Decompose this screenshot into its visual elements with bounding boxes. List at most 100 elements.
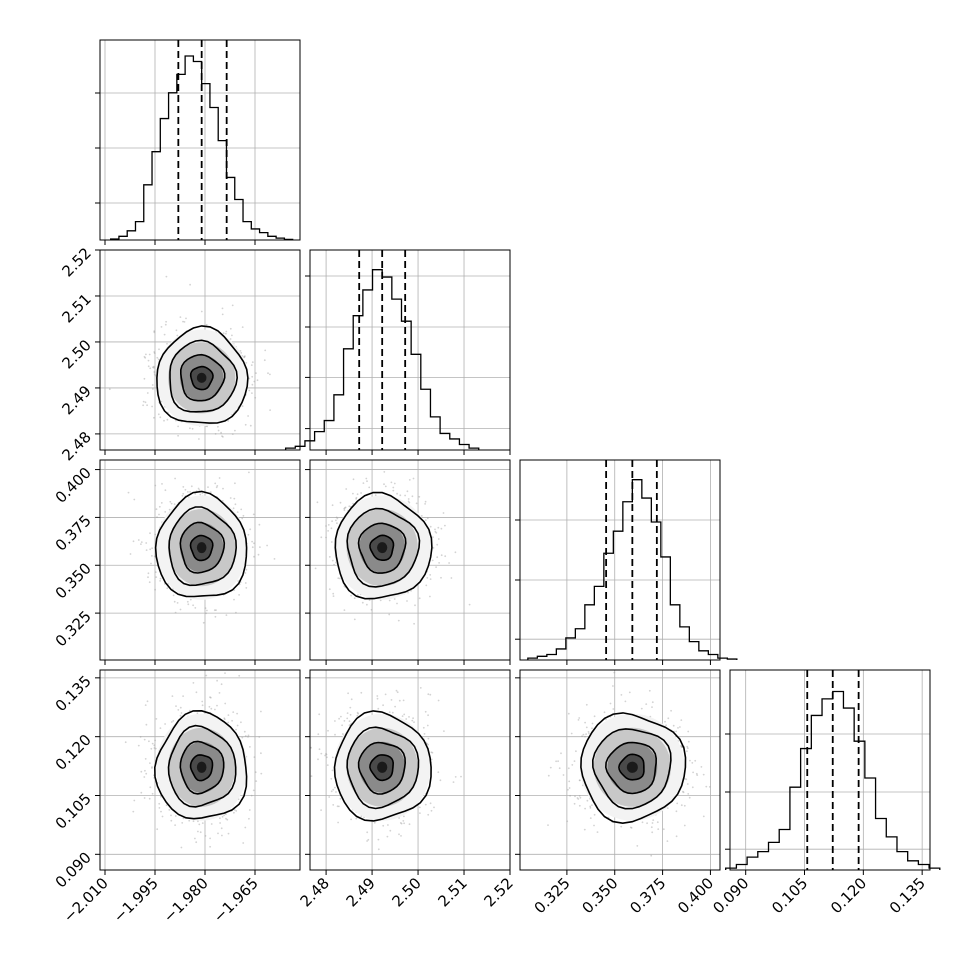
sample-point — [244, 572, 247, 574]
sample-point — [175, 329, 178, 332]
sample-point — [205, 612, 208, 615]
sample-point — [143, 776, 146, 778]
sample-point — [382, 704, 384, 707]
sample-point — [143, 377, 146, 380]
sample-point — [357, 594, 359, 596]
sample-point — [390, 699, 393, 701]
sample-point — [243, 730, 246, 733]
x-tick-label: −1.995 — [110, 874, 162, 926]
sample-point — [174, 477, 177, 480]
sample-point — [158, 513, 160, 516]
sample-point — [452, 781, 455, 783]
sample-point — [310, 775, 313, 777]
sample-point — [335, 791, 337, 793]
sample-point — [225, 330, 228, 333]
sample-point — [258, 736, 261, 738]
sample-point — [164, 511, 167, 513]
sample-point — [205, 323, 208, 326]
sample-point — [346, 712, 349, 714]
sample-point — [406, 600, 408, 602]
sample-point — [223, 814, 226, 817]
sample-point — [160, 810, 162, 813]
density-level-4 — [196, 542, 207, 554]
sample-point — [388, 599, 391, 602]
sample-point — [194, 837, 196, 840]
sample-point — [260, 772, 263, 775]
sample-point — [221, 834, 223, 837]
sample-point — [440, 527, 443, 530]
sample-point — [436, 543, 439, 546]
sample-point — [206, 425, 209, 428]
sample-point — [237, 580, 240, 582]
sample-point — [236, 511, 239, 513]
sample-point — [155, 718, 158, 720]
sample-point — [215, 609, 217, 611]
sample-point — [190, 485, 193, 488]
sample-point — [396, 492, 398, 495]
sample-point — [144, 704, 147, 706]
sample-point — [263, 359, 266, 362]
sample-point — [231, 334, 233, 337]
panel-frame — [99, 39, 301, 241]
sample-point — [133, 498, 136, 501]
sample-point — [145, 723, 148, 726]
sample-point — [248, 377, 251, 380]
sample-point — [159, 580, 162, 582]
sample-point — [460, 775, 462, 778]
sample-point — [236, 724, 239, 727]
sample-point — [376, 697, 379, 700]
sample-point — [153, 352, 156, 355]
sample-point — [349, 713, 352, 716]
sample-point — [191, 427, 194, 430]
sample-point — [218, 477, 221, 479]
sample-point — [399, 822, 402, 824]
sample-point — [144, 758, 147, 760]
sample-point — [347, 692, 349, 695]
sample-point — [202, 621, 205, 624]
sample-point — [220, 827, 223, 830]
panel-frame — [309, 249, 511, 451]
sample-point — [418, 806, 421, 809]
histogram-0 — [110, 55, 294, 241]
sample-point — [205, 674, 208, 677]
sample-point — [255, 372, 257, 374]
sample-point — [431, 751, 434, 754]
sample-point — [224, 702, 227, 705]
sample-point — [155, 576, 158, 578]
sample-point — [394, 705, 396, 708]
sample-point — [153, 371, 156, 374]
sample-point — [227, 721, 230, 724]
sample-point — [427, 714, 429, 717]
sample-point — [454, 551, 457, 554]
sample-point — [415, 502, 418, 505]
sample-point — [179, 714, 182, 717]
sample-point — [374, 494, 377, 497]
sample-point — [253, 555, 255, 558]
sample-point — [686, 750, 688, 753]
sample-point — [137, 744, 140, 747]
sample-point — [397, 619, 400, 622]
sample-point — [182, 492, 185, 495]
sample-point — [152, 365, 155, 368]
sample-point — [257, 553, 260, 556]
sample-point — [382, 824, 385, 827]
sample-point — [429, 595, 431, 598]
sample-point — [145, 549, 148, 551]
sample-point — [165, 275, 168, 278]
sample-point — [153, 367, 155, 369]
sample-point — [440, 554, 443, 557]
sample-point — [468, 603, 471, 606]
sample-point — [411, 719, 414, 722]
sample-point — [164, 323, 167, 326]
sample-point — [251, 383, 254, 386]
sample-point — [208, 705, 211, 708]
sample-point — [239, 350, 242, 352]
x-tick-label: 2.51 — [435, 874, 471, 910]
sample-point — [146, 700, 149, 703]
panel-3-2: 0.325 0.350 0.375 0.400 — [515, 669, 721, 917]
sample-point — [437, 699, 440, 702]
sample-point — [410, 589, 412, 592]
density-level-4 — [377, 761, 388, 773]
sample-point — [236, 712, 239, 715]
sample-point — [255, 780, 258, 782]
